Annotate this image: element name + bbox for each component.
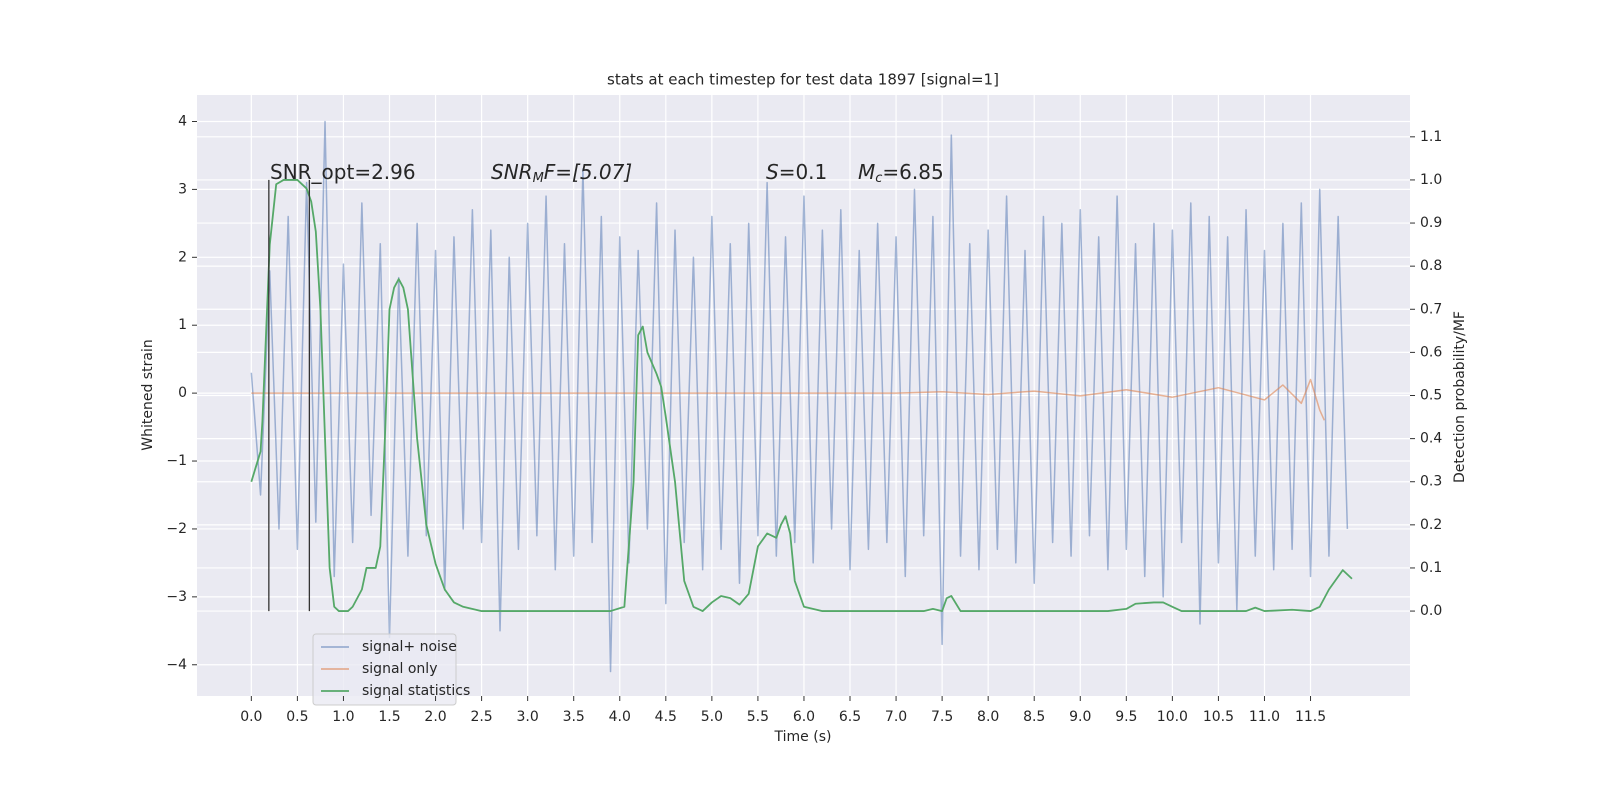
annotation-base: M [858,160,875,184]
y-tick-label: −2 [166,521,187,537]
annotation: SNR_opt=2.96 [270,160,416,184]
x-tick-label: 5.5 [747,709,769,725]
x-tick-label: 9.0 [1069,709,1091,725]
chart-title: stats at each timestep for test data 189… [607,71,999,89]
series-line [250,120,1349,673]
legend-box [312,633,457,706]
y-tick-label: 3 [178,181,187,197]
annotation-rest: =6.85 [882,160,943,184]
annotation: Mc=6.85 [858,160,944,186]
x-tick-label: 7.5 [931,709,953,725]
y2-tick-label: 1.0 [1420,172,1442,188]
x-tick-label: 4.0 [609,709,631,725]
x-tick-label: 11.0 [1249,709,1280,725]
y-tick-label: −3 [166,589,187,605]
x-tick-label: 2.0 [424,709,446,725]
y2-tick-label: 0.3 [1420,474,1442,490]
series-line [251,378,1326,421]
x-tick-label: 2.5 [470,709,492,725]
y2-tick-label: 1.1 [1420,129,1442,145]
y2-axis-label: Detection probability/MF [1452,311,1468,483]
annotation-sub: M [533,171,544,186]
annotation-rest: F=[5.07] [544,160,632,184]
x-tick-label: 10.5 [1203,709,1234,725]
y-tick-label: −1 [166,453,187,469]
x-tick-label: 3.0 [517,709,539,725]
y2-tick-label: 0.5 [1420,388,1442,404]
x-tick-label: 8.5 [1023,709,1045,725]
x-axis-label: Time (s) [774,729,832,745]
y2-tick-label: 0.0 [1420,603,1442,619]
x-tick-label: 0.0 [240,709,262,725]
x-tick-label: 6.5 [839,709,861,725]
x-tick-label: 1.5 [378,709,400,725]
y-tick-label: 0 [178,385,187,401]
x-tick-label: 1.0 [332,709,354,725]
y2-tick-label: 0.6 [1420,344,1442,360]
y2-tick-label: 0.7 [1420,301,1442,317]
x-tick-label: 5.0 [701,709,723,725]
y-tick-label: 4 [178,113,187,129]
x-tick-label: 9.5 [1115,709,1137,725]
x-tick-label: 7.0 [885,709,907,725]
legend-label: signal only [362,661,437,677]
y2-tick-label: 0.8 [1420,258,1442,274]
legend: signal+ noise signal only signal statistic… [312,633,470,706]
annotation-sub: c [875,171,882,186]
x-tick-label: 0.5 [286,709,308,725]
annotations: SNR_opt=2.96 SNRMF=[5.07] S=0.1 Mc=6.85 [270,160,944,186]
series-line [250,179,1353,612]
x-tick-label: 6.0 [793,709,815,725]
y-tick-label: 2 [178,249,187,265]
y-axis-label: Whitened strain [140,339,156,450]
x-tick-label: 3.5 [563,709,585,725]
annotation: S=0.1 [766,160,827,184]
annotation-base: S [766,160,779,184]
y-tick-label: 1 [178,317,187,333]
y2-tick-label: 0.2 [1420,517,1442,533]
y2-tick-label: 0.4 [1420,431,1442,447]
x-tick-label: 11.5 [1295,709,1326,725]
legend-label: signal+ noise [362,639,457,655]
y2-tick-label: 0.1 [1420,560,1442,576]
y2-tick-label: 0.9 [1420,215,1442,231]
annotation: SNRMF=[5.07] [491,160,632,186]
annotation-base: SNR [491,160,533,184]
x-tick-label: 4.5 [655,709,677,725]
annotation-rest: =0.1 [779,160,828,184]
y-tick-label: −4 [166,657,187,673]
legend-label: signal statistics [362,683,470,699]
x-tick-label: 10.0 [1157,709,1188,725]
x-tick-label: 8.0 [977,709,999,725]
annotation-base: SNR_opt=2.96 [270,160,416,184]
marks [250,120,1353,673]
